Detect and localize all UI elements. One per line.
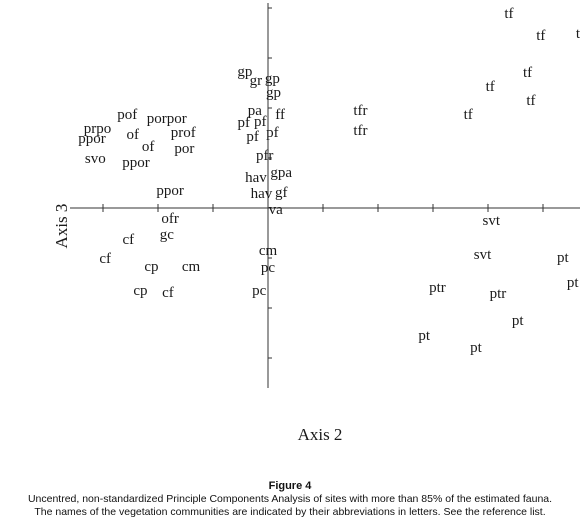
point-label-49: pt	[557, 250, 570, 266]
point-label-41: cm	[182, 259, 201, 275]
point-label-47: svt	[483, 213, 501, 229]
point-label-11: gp	[265, 71, 280, 87]
point-label-2: tf	[576, 26, 580, 42]
point-label-42: cp	[133, 283, 147, 299]
point-label-5: tf	[526, 93, 535, 109]
point-label-29: of	[126, 127, 139, 143]
axis-ticks	[102, 7, 544, 359]
figure-caption: Figure 4 Uncentred, non-standardized Pri…	[0, 480, 580, 519]
figure-label: Figure 4	[268, 480, 312, 492]
point-label-26: porpor	[147, 111, 187, 127]
point-label-10: gr	[250, 73, 263, 89]
point-label-16: pf	[254, 114, 267, 130]
x-axis-title: Axis 2	[298, 425, 343, 444]
point-label-54: pt	[418, 328, 431, 344]
point-label-0: tf	[504, 6, 513, 22]
point-label-33: svo	[85, 151, 106, 167]
point-label-51: ptr	[429, 280, 446, 296]
point-label-24: va	[269, 202, 284, 218]
point-label-17: pf	[246, 129, 259, 145]
point-label-31: of	[142, 139, 155, 155]
pca-scatter-plot: tftftftftftftftfrtfrgpgrgpgppaffpfpfpfpf…	[52, 3, 580, 444]
caption-line-1: Uncentred, non-standardized Principle Co…	[27, 493, 553, 505]
point-label-40: cp	[144, 259, 158, 275]
point-label-27: prpo	[84, 121, 112, 137]
point-label-55: pt	[470, 340, 483, 356]
point-label-22: hav	[251, 186, 273, 202]
point-label-19: pfr	[256, 148, 274, 164]
point-label-35: ppor	[156, 183, 184, 199]
point-label-7: tfr	[353, 103, 367, 119]
point-label-3: tf	[523, 65, 532, 81]
point-label-20: hav	[245, 170, 267, 186]
point-label-9: gp	[237, 64, 252, 80]
point-label-15: pf	[238, 115, 251, 131]
point-label-36: ofr	[161, 211, 179, 227]
point-label-8: tfr	[353, 123, 367, 139]
point-label-32: por	[174, 141, 194, 157]
point-label-37: cf	[122, 232, 134, 248]
point-label-23: gf	[275, 185, 288, 201]
point-label-50: pt	[567, 275, 580, 291]
point-label-14: ff	[275, 107, 285, 123]
point-label-28: ppor	[78, 131, 106, 147]
point-label-34: ppor	[122, 155, 150, 171]
point-label-46: pc	[252, 283, 267, 299]
point-label-1: tf	[536, 28, 545, 44]
point-label-53: pt	[512, 313, 525, 329]
point-label-38: gc	[160, 227, 175, 243]
point-label-30: prof	[171, 125, 196, 141]
point-label-52: ptr	[490, 286, 507, 302]
point-label-21: gpa	[270, 165, 292, 181]
point-label-18: pf	[266, 125, 279, 141]
point-label-25: pof	[117, 107, 137, 123]
point-label-44: cm	[259, 243, 278, 259]
point-label-13: pa	[248, 103, 263, 119]
point-label-4: tf	[486, 79, 495, 95]
point-label-45: pc	[261, 260, 276, 276]
y-axis-title: Axis 3	[52, 204, 71, 249]
caption-line-2: The names of the vegetation communities …	[34, 506, 546, 518]
point-label-48: svt	[474, 247, 492, 263]
point-label-12: gp	[266, 85, 281, 101]
data-points: tftftftftftftftfrtfrgpgrgpgppaffpfpfpfpf…	[78, 6, 580, 356]
point-label-43: cf	[162, 285, 174, 301]
point-label-6: tf	[464, 107, 473, 123]
point-label-39: cf	[99, 251, 111, 267]
